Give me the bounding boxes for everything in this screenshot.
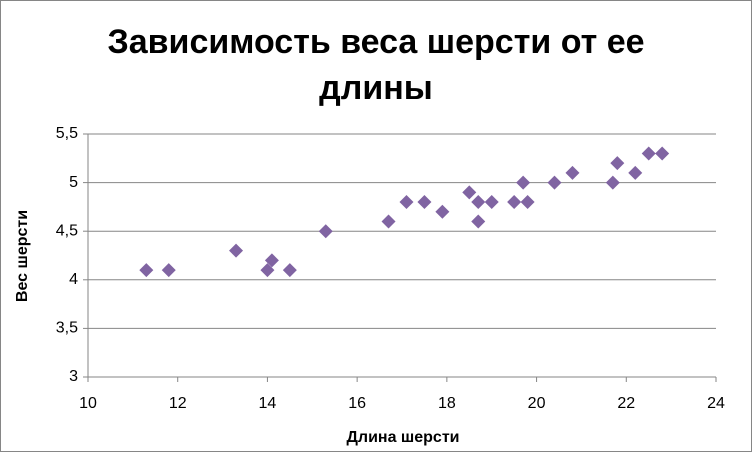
point (139, 263, 154, 278)
chart-title: Зависимость веса шерсти от ее длины (107, 23, 645, 107)
point (417, 195, 432, 210)
point (282, 263, 297, 278)
point (471, 214, 486, 229)
point (435, 204, 450, 219)
point (547, 175, 562, 190)
point (507, 195, 522, 210)
x-tick-label: 14 (259, 395, 277, 412)
y-tick-label: 3 (69, 368, 78, 385)
x-tick-label: 22 (617, 395, 635, 412)
x-tick-label: 24 (707, 395, 725, 412)
point (399, 195, 414, 210)
x-tick-label: 20 (528, 395, 546, 412)
x-axis-title: Длина шерсти (347, 429, 460, 446)
point (628, 165, 643, 180)
point (161, 263, 176, 278)
x-tick-label: 10 (79, 395, 97, 412)
point (520, 195, 535, 210)
point (605, 175, 620, 190)
y-tick-label: 5,5 (56, 125, 78, 142)
point (565, 165, 580, 180)
y-tick-label: 4 (69, 271, 78, 288)
point (610, 156, 625, 171)
point (655, 146, 670, 161)
point (484, 195, 499, 210)
point (318, 224, 333, 239)
x-tick-label: 12 (169, 395, 187, 412)
x-tick-label: 18 (438, 395, 456, 412)
x-tick-label: 16 (348, 395, 366, 412)
point (516, 175, 531, 190)
y-axis-title: Вес шерсти (14, 210, 31, 302)
y-tick-label: 3,5 (56, 320, 78, 337)
y-tick-label: 4,5 (56, 222, 78, 239)
point (381, 214, 396, 229)
point (462, 185, 477, 200)
point (471, 195, 486, 210)
point (641, 146, 656, 161)
point (229, 243, 244, 258)
y-tick-label: 5 (69, 174, 78, 191)
point (260, 263, 275, 278)
